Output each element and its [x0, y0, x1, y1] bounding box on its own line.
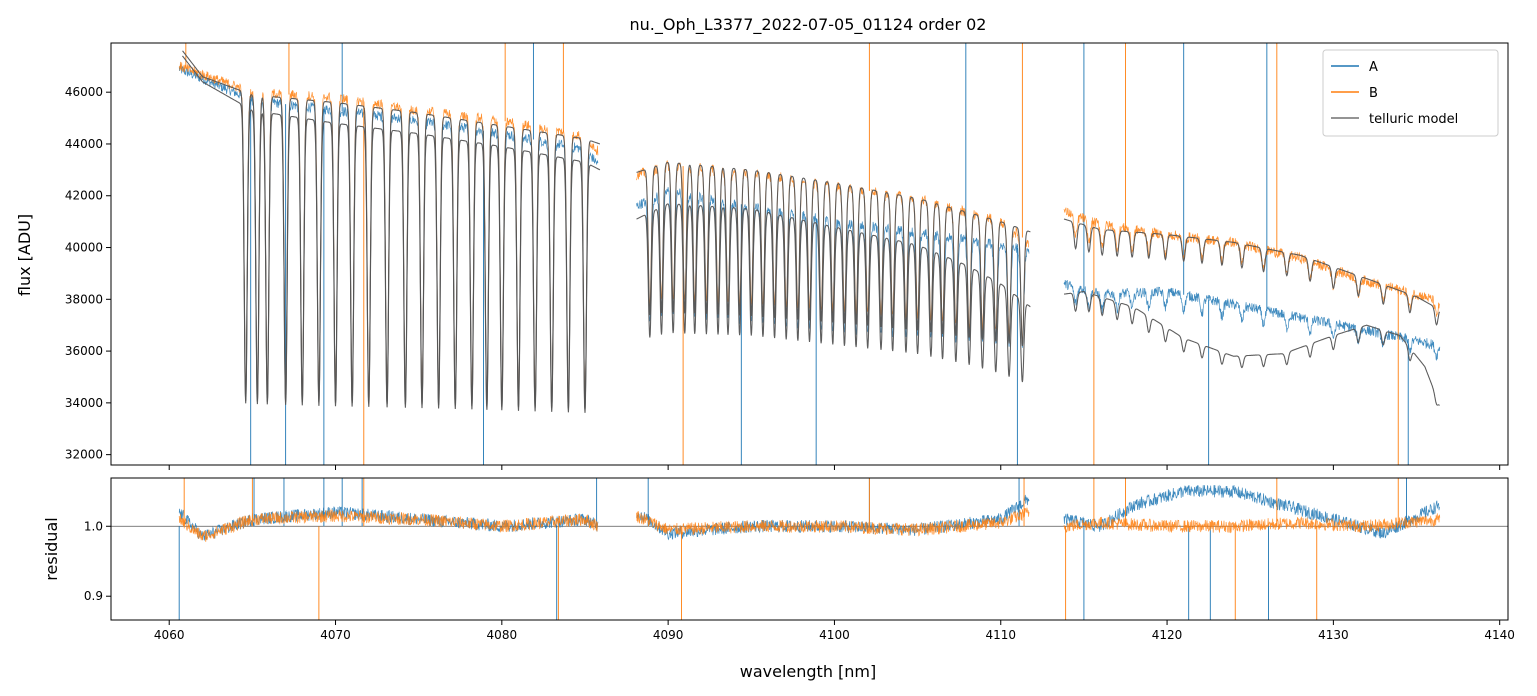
- series-line-segment: [1064, 291, 1440, 406]
- series-line-segment: [636, 203, 1031, 383]
- legend-box: [1322, 49, 1499, 137]
- legend-label: A: [1369, 60, 1378, 75]
- y-tick-label: 46000: [65, 85, 103, 99]
- legend-label: B: [1369, 86, 1378, 101]
- series-line-segment: [636, 161, 1031, 346]
- series-line-segment: [636, 507, 1030, 537]
- y-tick-label: 34000: [65, 396, 103, 410]
- y-tick-label: 1.0: [84, 519, 103, 533]
- x-tick-label: 4090: [653, 628, 684, 642]
- flux-panel: 32000 34000 36000 38000 40000 42000 44000 46000…: [65, 42, 1509, 470]
- x-tick-label: 4120: [1152, 628, 1183, 642]
- series-line-segment: [636, 187, 1030, 348]
- series-line-segment: [182, 55, 601, 413]
- x-tick-label: 4100: [819, 628, 850, 642]
- x-tick-label: 4110: [985, 628, 1016, 642]
- chart-title: nu._Oph_L3377_2022-07-05_01124 order 02: [630, 15, 987, 35]
- series-line-segment: [1063, 484, 1441, 539]
- y-tick-label: 38000: [65, 292, 103, 306]
- y-tick-label: 32000: [65, 448, 103, 462]
- y-tick-label: 40000: [65, 241, 103, 255]
- series-line-segment: [182, 50, 601, 409]
- residual-panel: 0.9 1.0 4060 4070 4080 4090 4100 4110 4120 4130 41…: [84, 477, 1515, 642]
- x-tick-label: 4140: [1484, 628, 1515, 642]
- x-axis-label: wavelength [nm]: [740, 662, 877, 681]
- plot-frame: [110, 42, 1509, 466]
- y-tick-label: 36000: [65, 344, 103, 358]
- series-a: [178, 43, 1441, 465]
- series-line-segment: [1063, 513, 1441, 534]
- series-line-segment: [1063, 218, 1441, 326]
- series-line-segment: [636, 494, 1030, 541]
- y-tick-label: 0.9: [84, 589, 103, 603]
- plot-area: [178, 43, 1441, 465]
- x-tick-label: 4060: [154, 628, 185, 642]
- legend-label: telluric model: [1369, 112, 1458, 127]
- plot-frame: [110, 477, 1509, 621]
- x-tick-label: 4080: [487, 628, 518, 642]
- y-tick-label: 44000: [65, 137, 103, 151]
- x-tick-label: 4070: [320, 628, 351, 642]
- plot-area: [111, 478, 1508, 620]
- y-tick-label: 42000: [65, 189, 103, 203]
- bottom-y-axis-label: residual: [42, 517, 61, 580]
- series-b: [178, 478, 1441, 620]
- top-y-axis-label: flux [ADU]: [15, 214, 34, 296]
- series-line-segment: [1063, 279, 1441, 361]
- series-a: [178, 478, 1441, 620]
- series-telluric-model: [182, 50, 1441, 413]
- x-tick-label: 4130: [1318, 628, 1349, 642]
- series-line-segment: [1063, 207, 1441, 317]
- series-line-segment: [178, 509, 598, 542]
